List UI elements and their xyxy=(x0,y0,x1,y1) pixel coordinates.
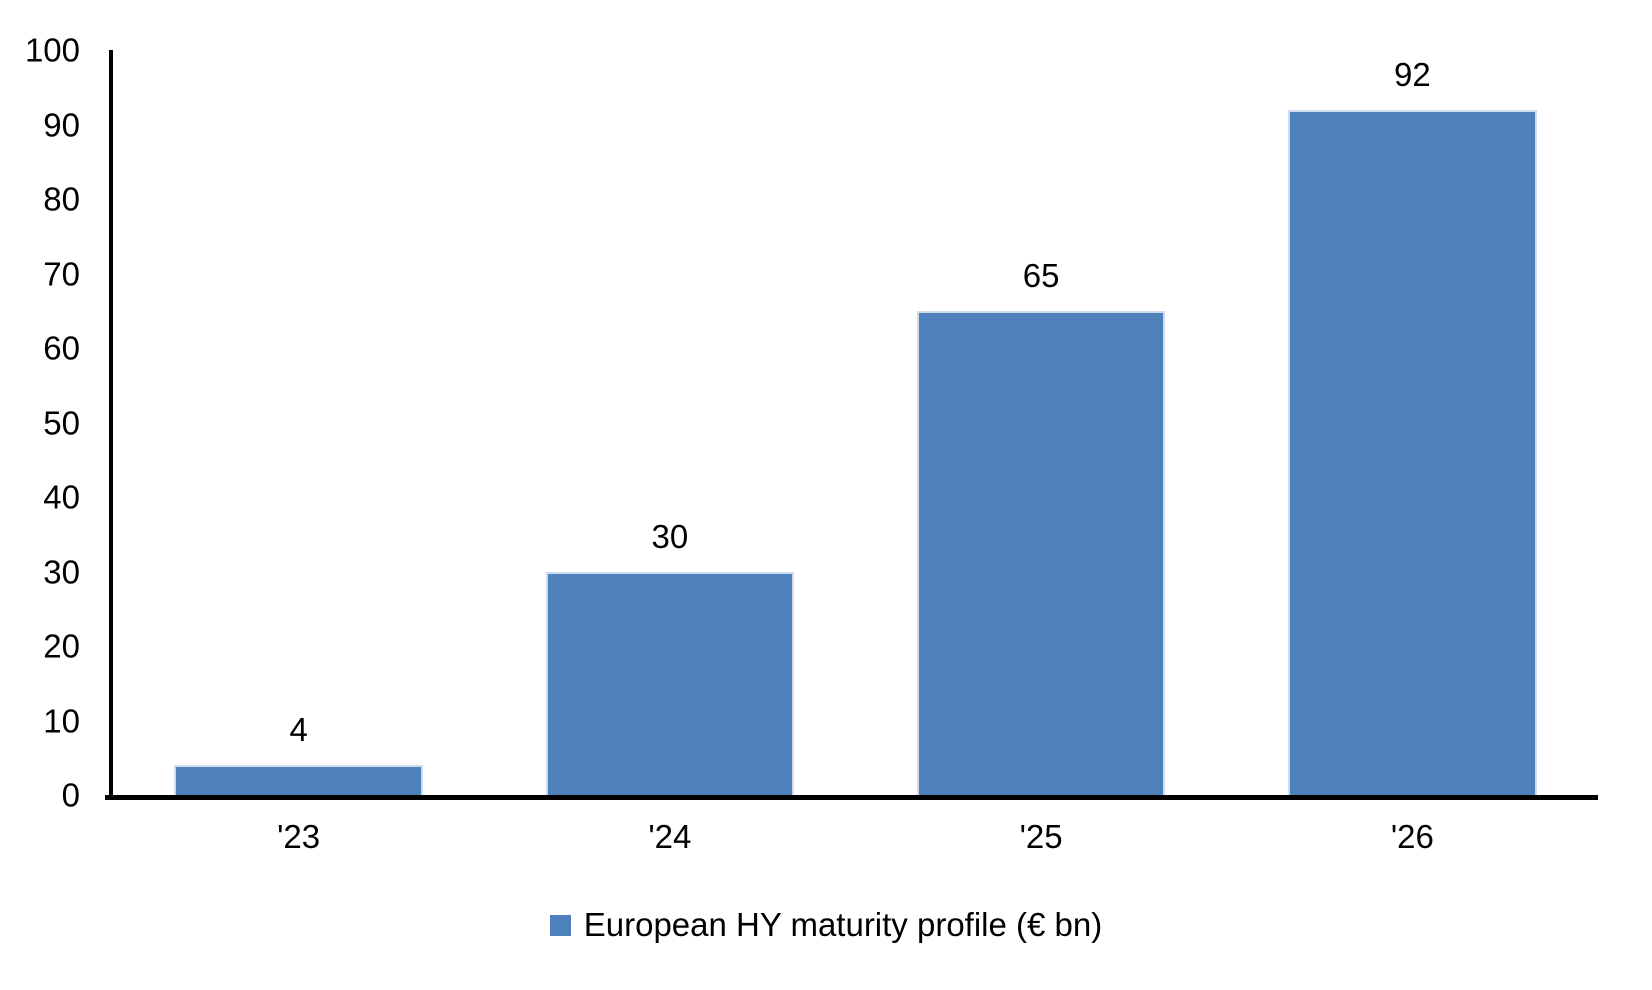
y-tick-label: 30 xyxy=(43,553,80,590)
y-tick-label: 90 xyxy=(43,106,80,143)
bar xyxy=(916,310,1166,795)
bar-value-label: 92 xyxy=(1394,55,1431,93)
bar-value-label: 30 xyxy=(651,517,689,555)
y-tick-label: 50 xyxy=(43,404,80,441)
y-tick-label: 70 xyxy=(43,255,80,292)
legend: European HY maturity profile (€ bn) xyxy=(0,905,1652,945)
category-cell: 30 xyxy=(484,50,855,795)
category-cell: 4 xyxy=(113,50,484,795)
x-axis-labels: '23 '24 '25 '26 xyxy=(113,818,1598,856)
y-tick-label: 80 xyxy=(43,180,80,218)
bar xyxy=(1288,109,1537,795)
y-tick-label: 60 xyxy=(43,329,80,367)
y-tick-label: 10 xyxy=(43,702,80,739)
bar xyxy=(174,765,423,795)
x-tick-label: '23 xyxy=(277,818,321,855)
y-tick-label: 0 xyxy=(61,776,80,814)
bar-value-label: 65 xyxy=(1022,256,1060,294)
category-cell: 65 xyxy=(856,50,1227,795)
y-axis-labels: 0 10 20 30 40 50 60 70 80 90 100 xyxy=(0,34,80,812)
legend-marker-icon xyxy=(549,914,571,936)
x-tick-label: '25 xyxy=(1019,818,1063,855)
x-tick-label: '24 xyxy=(648,818,692,855)
category-cell: 92 xyxy=(1227,50,1598,795)
y-tick-label: 20 xyxy=(43,627,80,665)
x-axis-line xyxy=(105,795,1598,800)
y-tick-label: 40 xyxy=(43,478,80,516)
x-tick-label: '26 xyxy=(1390,818,1434,855)
bar-value-label: 4 xyxy=(289,711,308,749)
legend-label: European HY maturity profile (€ bn) xyxy=(583,906,1103,943)
bar xyxy=(545,571,795,795)
y-tick-label: 100 xyxy=(24,31,80,69)
bars-row: 4 30 65 92 xyxy=(113,50,1598,795)
y-axis-line xyxy=(109,50,113,800)
plot-area: 4 30 65 92 xyxy=(113,50,1598,795)
